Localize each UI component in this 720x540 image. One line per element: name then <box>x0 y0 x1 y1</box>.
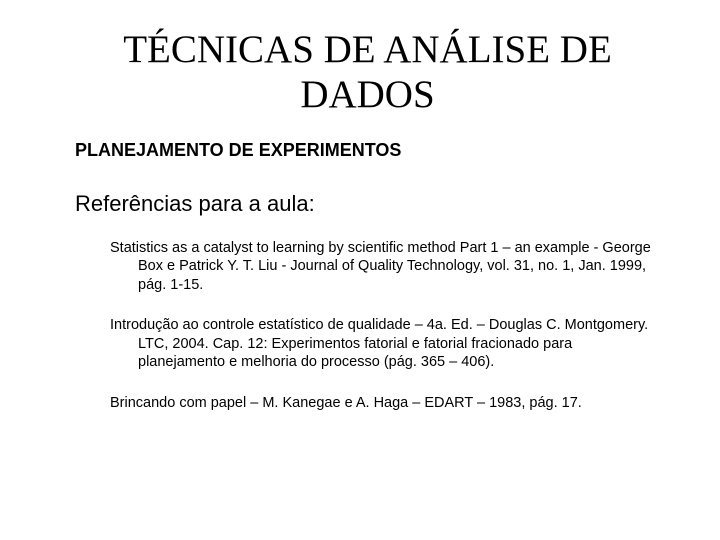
reference-item: Brincando com papel – M. Kanegae e A. Ha… <box>110 394 660 413</box>
slide-title: TÉCNICAS DE ANÁLISE DE DADOS <box>75 28 660 118</box>
reference-item: Statistics as a catalyst to learning by … <box>110 239 660 295</box>
references-heading: Referências para a aula: <box>75 191 660 217</box>
reference-item: Introdução ao controle estatístico de qu… <box>110 316 660 372</box>
slide-subtitle: PLANEJAMENTO DE EXPERIMENTOS <box>75 140 660 161</box>
